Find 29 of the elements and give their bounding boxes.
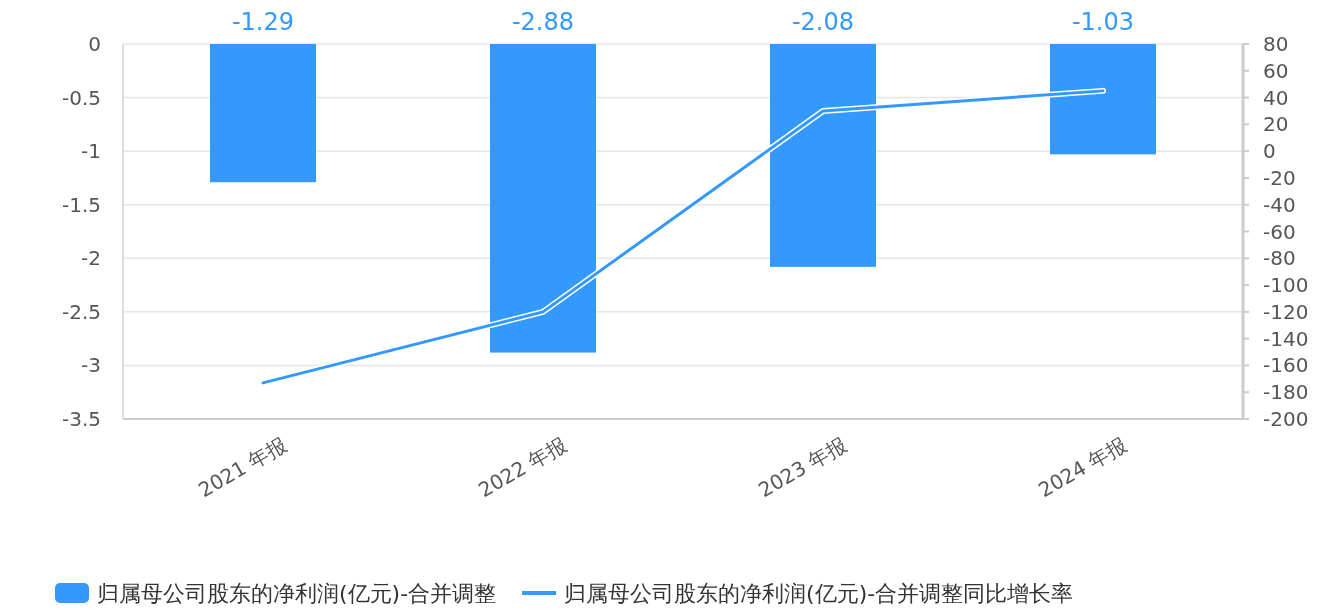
y2-tick-label: -80 bbox=[1263, 246, 1296, 271]
y2-tick-label: 0 bbox=[1263, 139, 1276, 164]
y-tick-label: -3 bbox=[81, 353, 101, 378]
y2-tick-label: 80 bbox=[1263, 32, 1289, 56]
data-label: -2.88 bbox=[511, 8, 575, 36]
y2-tick-label: 60 bbox=[1263, 58, 1289, 83]
y2-tick-label: -40 bbox=[1263, 192, 1296, 217]
y-tick-label: -1 bbox=[81, 139, 101, 164]
y-tick-label: -2.5 bbox=[61, 299, 101, 324]
y2-tick-label: -100 bbox=[1263, 273, 1309, 298]
y2-tick-label: -140 bbox=[1263, 326, 1309, 351]
data-label: -1.03 bbox=[1071, 8, 1135, 36]
y-tick-label: 0 bbox=[88, 32, 101, 56]
y2-tick-label: -160 bbox=[1263, 353, 1309, 378]
y-tick-label: -1.5 bbox=[61, 192, 101, 217]
y2-tick-label: -180 bbox=[1263, 380, 1309, 405]
y2-tick-label: -60 bbox=[1263, 219, 1296, 244]
y2-tick-label: 20 bbox=[1263, 112, 1289, 137]
legend-label: 归属母公司股东的净利润(亿元)-合并调整 bbox=[97, 581, 497, 606]
y2-tick-label: 40 bbox=[1263, 85, 1289, 110]
y-tick-label: -2 bbox=[81, 246, 101, 271]
y-tick-label: -0.5 bbox=[61, 85, 101, 110]
y2-tick-label: -200 bbox=[1263, 407, 1309, 431]
y2-tick-label: -120 bbox=[1263, 299, 1309, 324]
y-tick-label: -3.5 bbox=[61, 407, 101, 431]
legend-label: 归属母公司股东的净利润(亿元)-合并调整同比增长率 bbox=[564, 581, 1074, 606]
y2-tick-label: -20 bbox=[1263, 165, 1296, 190]
data-label: -2.08 bbox=[791, 8, 855, 36]
data-label: -1.29 bbox=[231, 8, 295, 36]
